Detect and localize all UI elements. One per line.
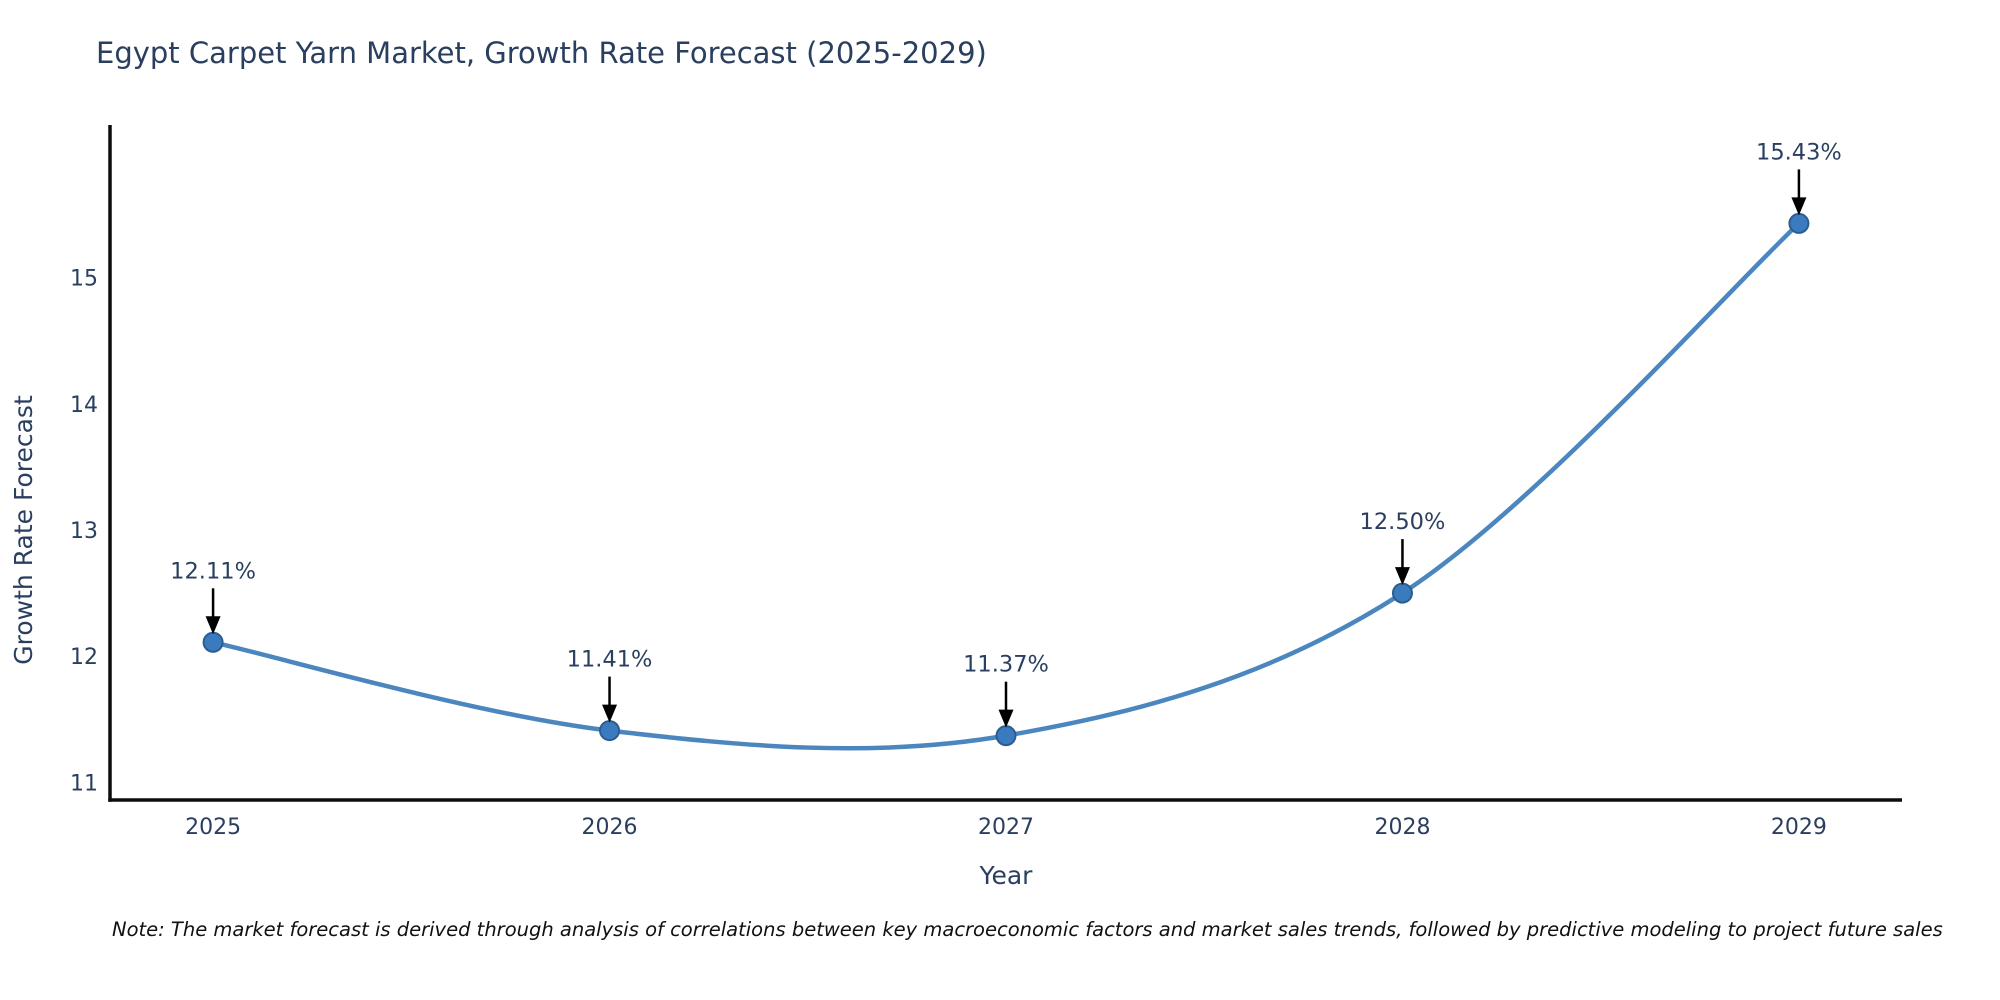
chart-title: Egypt Carpet Yarn Market, Growth Rate Fo… [96,36,987,70]
y-tick-label: 13 [70,519,98,544]
data-point [995,725,1017,747]
y-tick-label: 14 [70,393,98,418]
annotation-arrow-head [998,709,1014,728]
y-tick-label: 12 [70,645,98,670]
data-point-label: 11.41% [567,647,653,673]
annotation-arrow-head [602,704,618,723]
footnote-text: Note: The market forecast is derived thr… [112,918,1943,941]
annotation-arrow-head [205,616,221,635]
x-tick-label: 2026 [582,815,638,840]
y-axis-title: Growth Rate Forecast [9,395,38,665]
y-tick-label: 15 [70,267,98,292]
y-tick-label: 11 [70,771,98,796]
data-point-label: 15.43% [1756,139,1842,165]
annotation-arrow-head [1394,567,1410,586]
x-tick-label: 2025 [185,815,241,840]
data-point-label: 12.11% [170,558,256,584]
x-tick-label: 2027 [978,815,1034,840]
data-point [599,720,621,742]
x-tick-label: 2029 [1771,815,1827,840]
data-point [1391,582,1413,604]
annotation-arrow-head [1791,197,1807,216]
x-axis-title: Year [979,861,1034,890]
x-tick-label: 2028 [1374,815,1430,840]
data-point-label: 12.50% [1360,509,1446,535]
data-point-label: 11.37% [963,652,1049,678]
data-point [202,631,224,653]
data-point [1788,212,1810,234]
chart-line [212,221,1801,751]
